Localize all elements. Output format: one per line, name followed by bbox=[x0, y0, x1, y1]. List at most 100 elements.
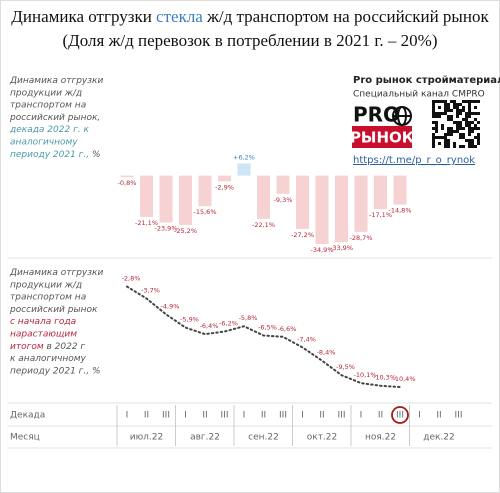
bar bbox=[393, 175, 407, 205]
bar bbox=[159, 175, 173, 223]
note-segment: Динамика отгрузки bbox=[9, 268, 103, 278]
qr-cell bbox=[462, 133, 465, 136]
qr-cell bbox=[444, 142, 447, 145]
qr-cell bbox=[432, 106, 435, 109]
qr-cell bbox=[450, 100, 453, 103]
qr-cell bbox=[462, 109, 465, 112]
qr-cell bbox=[453, 103, 456, 106]
qr-cell bbox=[432, 103, 435, 106]
qr-cell bbox=[465, 100, 468, 103]
qr-cell bbox=[441, 124, 444, 127]
title-part: ж/д транспортом на российский рынок bbox=[203, 7, 490, 26]
qr-cell bbox=[465, 112, 468, 115]
value-label: -9,3% bbox=[274, 196, 293, 204]
qr-cell bbox=[456, 112, 459, 115]
value-label: -14,8% bbox=[389, 207, 412, 215]
note-segment: нарастающим bbox=[10, 329, 77, 339]
qr-cell bbox=[444, 145, 447, 148]
qr-cell bbox=[444, 109, 447, 112]
note-line: к аналогичному bbox=[10, 354, 87, 364]
qr-cell bbox=[468, 145, 471, 148]
bar bbox=[179, 175, 192, 225]
qr-cell bbox=[447, 133, 450, 136]
qr-cell bbox=[447, 127, 450, 130]
qr-cell bbox=[477, 112, 480, 115]
note-line: продукции ж/д bbox=[10, 88, 82, 98]
qr-cell bbox=[462, 106, 465, 109]
month-label: июл.22 bbox=[130, 433, 164, 443]
qr-cell bbox=[471, 142, 474, 145]
note-segment: Динамика отгрузки bbox=[9, 76, 103, 86]
qr-cell bbox=[432, 139, 435, 142]
axis-title: Месяц bbox=[10, 433, 40, 443]
qr-cell bbox=[447, 109, 450, 112]
decade-label: I bbox=[301, 411, 304, 421]
qr-cell bbox=[468, 112, 471, 115]
note-line: итогом в 2022 г bbox=[10, 341, 85, 351]
qr-cell bbox=[432, 115, 435, 118]
qr-cell bbox=[468, 106, 471, 109]
qr-cell bbox=[459, 127, 462, 130]
qr-cell bbox=[453, 121, 456, 124]
qr-cell bbox=[456, 115, 459, 118]
value-label: -4,9% bbox=[161, 302, 180, 310]
qr-cell bbox=[450, 127, 453, 130]
subtitle: (Доля ж/д перевозок в потреблении в 2021… bbox=[63, 31, 438, 50]
value-label: -25,2% bbox=[174, 227, 197, 235]
note-segment: российский рынок bbox=[9, 304, 98, 314]
qr-cell bbox=[477, 121, 480, 124]
note-line: декада 2022 г. к bbox=[9, 125, 90, 135]
qr-cell bbox=[444, 100, 447, 103]
qr-cell bbox=[459, 121, 462, 124]
qr-cell bbox=[462, 127, 465, 130]
qr-cell bbox=[432, 136, 435, 139]
qr-cell bbox=[471, 127, 474, 130]
qr-cell bbox=[435, 130, 438, 133]
qr-cell bbox=[435, 115, 438, 118]
qr-cell bbox=[450, 115, 453, 118]
note-segment: с начала года bbox=[10, 317, 76, 327]
value-label: -0,8% bbox=[118, 179, 137, 187]
decade-label: I bbox=[360, 411, 363, 421]
decade-label: II bbox=[202, 411, 207, 421]
qr-cell bbox=[465, 139, 468, 142]
qr-cell bbox=[444, 139, 447, 142]
qr-cell bbox=[465, 118, 468, 121]
decade-label: III bbox=[338, 411, 346, 421]
qr-cell bbox=[459, 124, 462, 127]
link[interactable]: https://t.me/p_r_o_rynok bbox=[353, 155, 475, 166]
note-segment: российский рынок, bbox=[9, 112, 100, 122]
qr-cell bbox=[453, 142, 456, 145]
qr-cell bbox=[462, 100, 465, 103]
qr-cell bbox=[471, 145, 474, 148]
qr-cell bbox=[447, 145, 450, 148]
qr-cell bbox=[450, 133, 453, 136]
decade-label: I bbox=[418, 411, 421, 421]
value-label: -8,4% bbox=[317, 349, 336, 357]
value-label: -2,9% bbox=[215, 183, 234, 191]
value-label: -10,3% bbox=[373, 374, 396, 382]
note-segment: транспортом на bbox=[10, 100, 86, 110]
qr-cell bbox=[441, 112, 444, 115]
highlight-circle bbox=[391, 406, 409, 424]
qr-cell bbox=[456, 106, 459, 109]
qr-cell bbox=[474, 112, 477, 115]
qr-cell bbox=[447, 130, 450, 133]
month-label: дек.22 bbox=[423, 433, 455, 443]
qr-cell bbox=[447, 103, 450, 106]
month-label: окт.22 bbox=[307, 433, 338, 443]
decade-label: III bbox=[455, 411, 463, 421]
qr-cell bbox=[444, 112, 447, 115]
bar bbox=[198, 175, 212, 207]
qr-cell bbox=[444, 103, 447, 106]
decade-label: III bbox=[279, 411, 287, 421]
note-segment: периоду 2021 г., bbox=[10, 149, 89, 159]
bar bbox=[296, 175, 309, 229]
qr-cell bbox=[435, 112, 438, 115]
qr-cell bbox=[468, 124, 471, 127]
qr-cell bbox=[432, 109, 435, 112]
note-segment: итогом bbox=[10, 341, 44, 351]
qr-cell bbox=[438, 136, 441, 139]
qr-cell bbox=[474, 124, 477, 127]
